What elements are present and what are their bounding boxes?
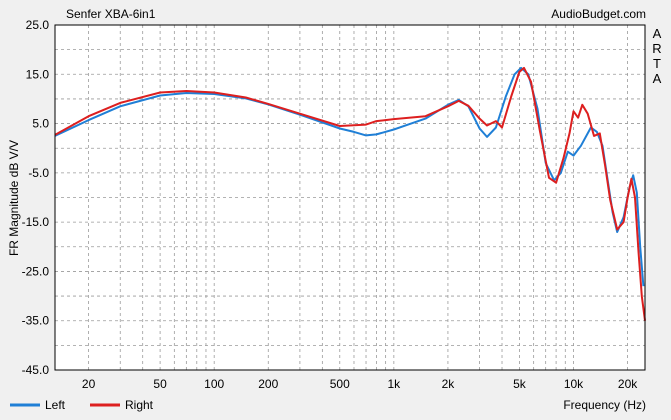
series-layer	[54, 66, 646, 321]
legend-label-left: Left	[45, 398, 66, 412]
y-tick-label: -15.0	[22, 215, 50, 229]
watermark-letter: R	[652, 41, 661, 56]
legend: Left Right	[10, 398, 154, 412]
y-tick-label: 5.0	[32, 117, 49, 131]
chart-title: Senfer XBA-6in1	[66, 7, 156, 21]
y-tick-label: 15.0	[26, 67, 50, 81]
watermark-letter: A	[653, 71, 662, 86]
x-axis-label: Frequency (Hz)	[563, 398, 646, 412]
watermark-letter: A	[653, 26, 662, 41]
y-tick-label: -5.0	[28, 166, 49, 180]
x-tick-label: 5k	[513, 377, 527, 391]
series-line-right	[54, 66, 646, 321]
plot-frame	[54, 24, 646, 371]
x-tick-label: 20k	[618, 377, 638, 391]
y-tick-label: -25.0	[22, 264, 50, 278]
x-tick-label: 100	[204, 377, 224, 391]
x-tick-label: 20	[82, 377, 96, 391]
legend-label-right: Right	[125, 398, 154, 412]
y-tick-label: 25.0	[26, 18, 50, 32]
x-tick-label: 10k	[564, 377, 584, 391]
grid-lines	[55, 25, 645, 370]
x-tick-label: 50	[153, 377, 167, 391]
watermark-letter: T	[653, 56, 661, 71]
y-axis-label: FR Magnitude dB V/V	[7, 140, 21, 256]
y-tick-label: -45.0	[22, 363, 50, 377]
source-label: AudioBudget.com	[551, 7, 646, 21]
x-tick-label: 200	[258, 377, 278, 391]
x-tick-label: 2k	[442, 377, 456, 391]
x-tick-label: 500	[330, 377, 350, 391]
y-tick-label: -35.0	[22, 314, 50, 328]
x-tick-label: 1k	[388, 377, 402, 391]
y-tick-labels: 25.0 15.0 5.0 -5.0 -15.0 -25.0 -35.0 -45.0	[22, 18, 50, 377]
x-tick-labels: 20 50 100 200 500 1k 2k 5k 10k 20k	[82, 377, 638, 391]
